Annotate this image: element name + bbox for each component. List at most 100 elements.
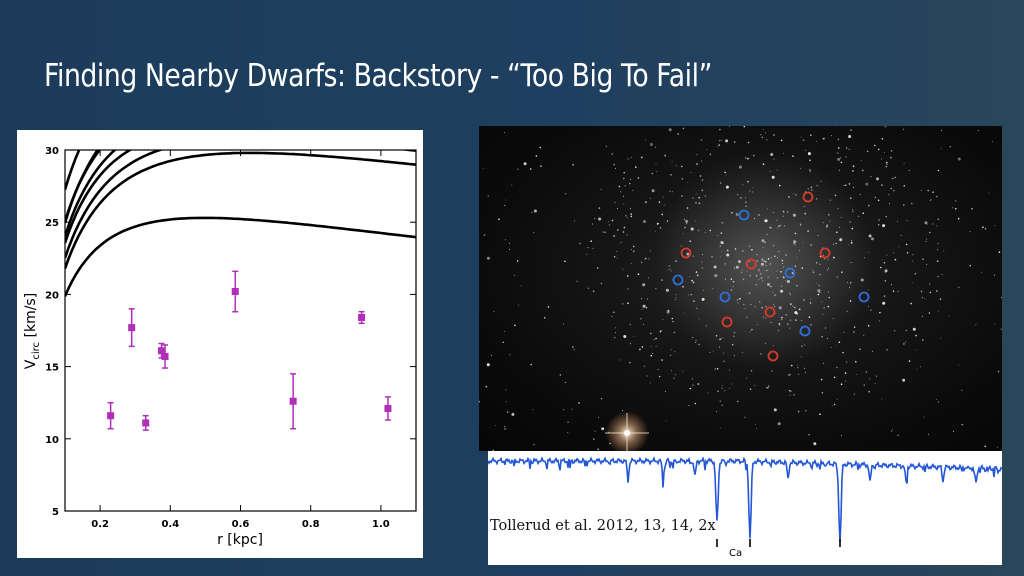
star (937, 275, 939, 278)
star (567, 421, 569, 424)
star (912, 260, 914, 262)
star (910, 302, 912, 305)
data-point (289, 373, 297, 430)
star (1000, 328, 1002, 330)
star (802, 139, 805, 141)
x-tick-label: 1.0 (372, 519, 390, 530)
data-point (384, 396, 392, 421)
star (627, 158, 629, 160)
star (911, 282, 913, 284)
star (793, 394, 795, 396)
star (650, 143, 653, 146)
star (627, 302, 629, 304)
star (623, 226, 626, 229)
star (877, 224, 880, 226)
star (613, 311, 615, 314)
star (897, 290, 899, 293)
star (629, 323, 632, 326)
star (903, 162, 905, 164)
star (598, 217, 602, 221)
star (630, 208, 631, 210)
star (725, 139, 729, 143)
star (984, 227, 987, 230)
data-point (142, 414, 150, 431)
star (922, 339, 924, 341)
star (492, 449, 495, 451)
star (912, 254, 914, 256)
star (671, 161, 673, 163)
star (893, 189, 895, 192)
red-target-marker (745, 258, 757, 270)
axis-ticks: 0.2 0.4 0.6 0.8 1.0 5 10 15 20 25 30 (45, 146, 416, 530)
star (631, 249, 633, 251)
subhalo-curve (65, 151, 416, 270)
star (929, 283, 931, 285)
star (789, 373, 792, 376)
star (640, 261, 642, 263)
star (641, 346, 644, 348)
star (767, 385, 770, 387)
star (490, 354, 492, 356)
star (750, 370, 753, 372)
star (954, 200, 957, 202)
dwarf-data-points (107, 270, 392, 431)
star (656, 171, 658, 173)
star (620, 191, 622, 193)
star (803, 367, 805, 369)
star (835, 344, 837, 346)
star (719, 400, 721, 402)
star (905, 243, 908, 246)
blue-target-marker (858, 291, 870, 303)
star (623, 335, 627, 338)
star (896, 220, 898, 222)
subhalo-curve (65, 150, 133, 244)
star (929, 231, 931, 234)
star (886, 349, 888, 351)
star (821, 392, 824, 394)
star (984, 445, 986, 448)
star (865, 371, 868, 373)
star (594, 218, 596, 220)
star (604, 231, 606, 234)
y-axis-label-main: V (23, 359, 39, 369)
star (721, 404, 723, 407)
star (957, 217, 960, 220)
star (652, 353, 653, 354)
star (837, 157, 841, 161)
star (892, 290, 895, 292)
star (912, 327, 916, 331)
star (881, 398, 883, 400)
star (902, 128, 904, 130)
star (506, 411, 509, 413)
plot-frame (64, 149, 417, 512)
subhalo-curve (65, 150, 416, 259)
star (886, 161, 888, 164)
star (484, 234, 486, 236)
data-point (128, 308, 136, 348)
star (819, 413, 821, 416)
data-point (231, 270, 239, 313)
star (929, 200, 931, 201)
star (615, 332, 617, 334)
star (807, 152, 811, 156)
star (756, 428, 758, 429)
star (641, 308, 643, 310)
star (622, 410, 624, 411)
star (520, 285, 522, 287)
star (682, 370, 684, 372)
star (790, 390, 792, 393)
star (838, 147, 840, 149)
star (890, 187, 892, 190)
star (564, 381, 567, 384)
star (932, 191, 934, 193)
star (838, 169, 841, 172)
star (506, 401, 508, 403)
y-tick-label: 10 (45, 435, 59, 446)
x-tick-label: 0.6 (232, 519, 250, 530)
star (797, 367, 799, 369)
star (655, 162, 657, 164)
star (487, 195, 489, 197)
star (911, 202, 913, 205)
star (868, 305, 869, 307)
star (869, 378, 871, 380)
